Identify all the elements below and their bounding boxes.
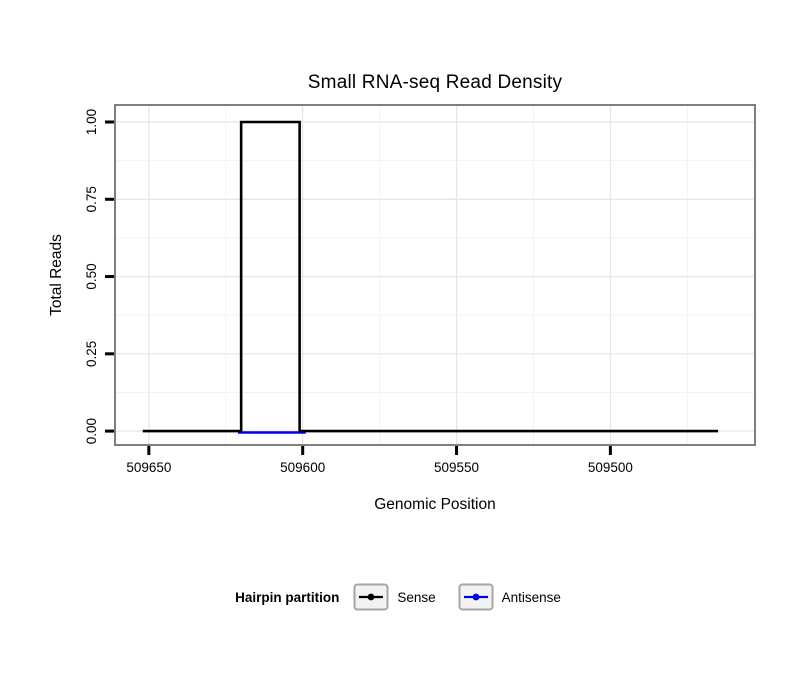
legend-label-antisense: Antisense <box>501 589 561 605</box>
sense-key-icon <box>353 583 389 611</box>
legend-key-antisense <box>458 583 494 611</box>
y-axis-label: Total Reads <box>48 234 65 316</box>
panel-background <box>115 105 755 445</box>
y-tick-label: 1.00 <box>84 109 99 135</box>
y-tick-label: 0.25 <box>84 341 99 367</box>
chart-title: Small RNA-seq Read Density <box>307 72 563 93</box>
legend-title: Hairpin partition <box>235 589 340 605</box>
x-axis-label: Genomic Position <box>374 496 496 513</box>
y-tick-label: 0.00 <box>84 418 99 444</box>
x-tick-label: 509550 <box>434 460 479 475</box>
x-tick-label: 509600 <box>280 460 325 475</box>
sense-line <box>142 120 719 433</box>
x-tick-label: 509650 <box>126 460 171 475</box>
x-tick-label: 509500 <box>588 460 633 475</box>
panel-border <box>114 104 756 446</box>
antisense-key-icon <box>458 583 494 611</box>
legend: Hairpin partition Sense Antisense <box>0 583 810 611</box>
y-tick-label: 0.75 <box>84 186 99 212</box>
y-tick-label: 0.50 <box>84 263 99 289</box>
legend-key-sense <box>353 583 389 611</box>
legend-label-sense: Sense <box>397 589 436 605</box>
